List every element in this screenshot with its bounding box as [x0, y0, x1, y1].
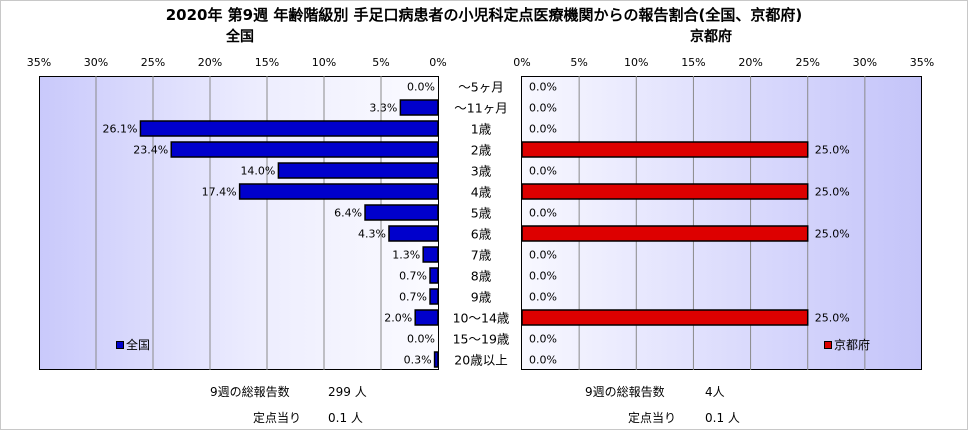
kyoto-per-value: 0.1 人 [705, 411, 740, 425]
kyoto-value-label: 0.0% [529, 165, 557, 178]
national-tick-label: 10% [312, 56, 336, 69]
national-legend-swatch [116, 340, 124, 349]
kyoto-subtitle: 京都府 [690, 29, 732, 45]
kyoto-value-label: 0.0% [529, 291, 557, 304]
national-bar [429, 267, 439, 284]
kyoto-value-label: 0.0% [529, 102, 557, 115]
kyoto-value-label: 0.0% [529, 354, 557, 367]
kyoto-legend-label: 京都府 [834, 338, 871, 352]
kyoto-total-value: 4人 [705, 385, 725, 399]
kyoto-bar [521, 309, 809, 326]
national-value-label: 0.3% [404, 354, 432, 367]
national-tick-label: 30% [84, 56, 108, 69]
category-label: 7歳 [471, 248, 492, 263]
national-total-label: 9週の総報告数 [210, 385, 290, 399]
category-label: 4歳 [471, 185, 492, 200]
category-label: 8歳 [471, 269, 492, 284]
national-legend-label: 全国 [126, 338, 151, 352]
kyoto-bar [521, 225, 809, 242]
national-tick-label: 25% [141, 56, 165, 69]
national-bar [238, 183, 439, 200]
national-bar [422, 246, 439, 263]
kyoto-value-label: 0.0% [529, 207, 557, 220]
kyoto-tick-label: 0% [513, 56, 530, 69]
kyoto-tick-label: 20% [738, 56, 762, 69]
national-bar [364, 204, 439, 221]
national-value-label: 6.4% [334, 207, 362, 220]
national-value-label: 1.3% [392, 249, 420, 262]
kyoto-bar [521, 141, 809, 158]
kyoto-tick-label: 15% [681, 56, 705, 69]
kyoto-total-label: 9週の総報告数 [585, 385, 665, 399]
national-bar [277, 162, 439, 179]
kyoto-value-label: 25.0% [815, 186, 850, 199]
national-bar [399, 99, 439, 116]
national-value-label: 26.1% [103, 123, 138, 136]
category-label: 5歳 [471, 206, 492, 221]
national-tick-label: 0% [429, 56, 446, 69]
kyoto-legend-swatch [824, 340, 832, 349]
national-value-label: 23.4% [133, 144, 168, 157]
kyoto-value-label: 0.0% [529, 270, 557, 283]
kyoto-value-label: 25.0% [815, 312, 850, 325]
national-value-label: 4.3% [358, 228, 386, 241]
kyoto-bar [521, 183, 809, 200]
chart-title: 2020年 第9週 年齢階級別 手足口病患者の小児科定点医療機関からの報告割合(… [165, 6, 803, 24]
kyoto-legend: 京都府 [824, 336, 870, 353]
national-bar [170, 141, 439, 158]
national-value-label: 0.7% [399, 291, 427, 304]
national-value-label: 17.4% [202, 186, 237, 199]
national-legend: 全国 [116, 336, 150, 353]
national-per-label: 定点当り [253, 411, 302, 425]
category-label: 2歳 [471, 143, 492, 158]
national-subtitle: 全国 [226, 29, 254, 45]
category-label: 〜5ヶ月 [458, 80, 503, 95]
category-label: 〜11ヶ月 [454, 101, 507, 116]
kyoto-value-label: 0.0% [529, 333, 557, 346]
national-bar [139, 120, 439, 137]
national-bar [433, 351, 439, 368]
category-label: 20歳以上 [454, 353, 507, 368]
national-tick-label: 5% [372, 56, 389, 69]
kyoto-tick-label: 30% [853, 56, 877, 69]
kyoto-value-label: 0.0% [529, 249, 557, 262]
kyoto-tick-label: 35% [910, 56, 934, 69]
category-label: 1歳 [471, 122, 492, 137]
national-tick-label: 35% [27, 56, 51, 69]
national-bar [429, 288, 439, 305]
category-label: 15〜19歳 [453, 332, 510, 347]
national-value-label: 2.0% [384, 312, 412, 325]
kyoto-per-label: 定点当り [628, 411, 677, 425]
national-tick-label: 20% [198, 56, 222, 69]
national-value-label: 0.7% [399, 270, 427, 283]
category-label: 3歳 [471, 164, 492, 179]
kyoto-tick-label: 5% [570, 56, 587, 69]
category-label: 6歳 [471, 227, 492, 242]
kyoto-value-label: 25.0% [815, 228, 850, 241]
category-label: 10〜14歳 [453, 311, 510, 326]
national-tick-label: 15% [255, 56, 279, 69]
national-value-label: 14.0% [240, 165, 275, 178]
kyoto-value-label: 25.0% [815, 144, 850, 157]
kyoto-tick-label: 25% [795, 56, 819, 69]
national-per-value: 0.1 人 [328, 411, 363, 425]
national-value-label: 3.3% [369, 102, 397, 115]
kyoto-value-label: 0.0% [529, 81, 557, 94]
national-value-label: 0.0% [407, 333, 435, 346]
national-value-label: 0.0% [407, 81, 435, 94]
kyoto-value-label: 0.0% [529, 123, 557, 136]
national-bar [388, 225, 439, 242]
kyoto-tick-label: 10% [624, 56, 648, 69]
national-total-value: 299 人 [328, 385, 367, 399]
national-bar [414, 309, 439, 326]
category-label: 9歳 [471, 290, 492, 305]
